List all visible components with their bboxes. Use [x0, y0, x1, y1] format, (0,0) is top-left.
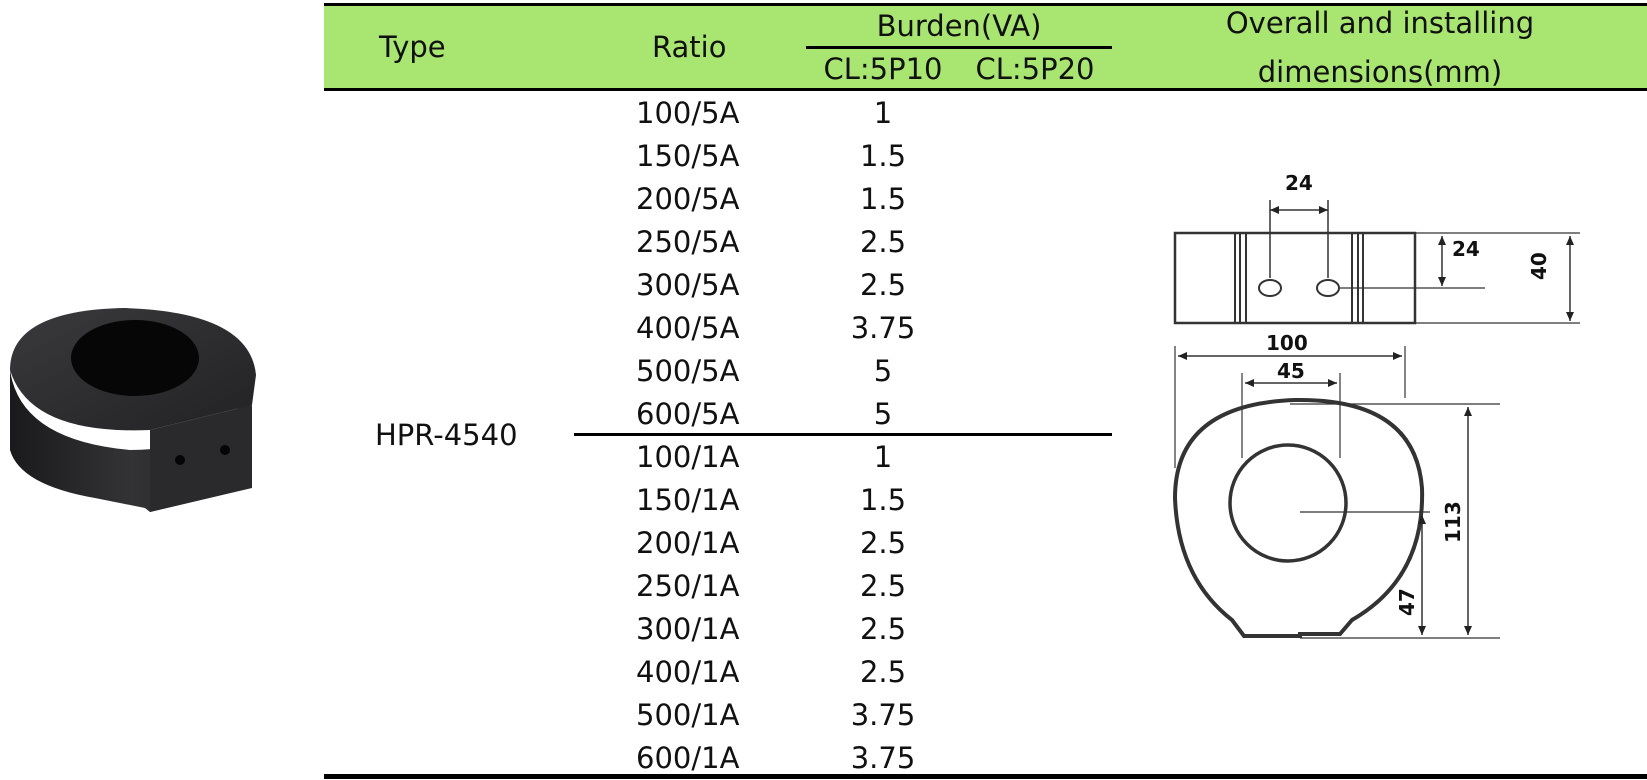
ratio-cell: 200/5A [636, 182, 740, 216]
ratio-cell: 250/5A [636, 225, 740, 259]
burden-5p10-cell: 1.5 [859, 483, 907, 517]
product-type: HPR-4540 [375, 418, 518, 452]
ratio-cell: 250/1A [636, 569, 740, 603]
burden-5p10-cell: 3.75 [850, 311, 916, 345]
ratio-cell: 500/1A [636, 698, 740, 732]
ratio-cell: 150/5A [636, 139, 740, 173]
header-dimensions-line2: dimensions(mm) [1257, 55, 1503, 89]
burden-5p10-cell: 1.5 [859, 139, 907, 173]
header-class-5p20: CL:5P20 [975, 52, 1095, 86]
burden-5p10-cell: 2.5 [859, 655, 907, 689]
ratio-group-divider [574, 433, 1112, 436]
ratio-cell: 400/1A [636, 655, 740, 689]
header-dimensions-line1: Overall and installing [1225, 6, 1535, 40]
header-ratio: Ratio [652, 30, 727, 64]
header-burden: Burden(VA) [876, 9, 1042, 43]
dim-hole-diameter: 45 [1277, 359, 1305, 383]
header-bottom-rule [324, 88, 1647, 91]
burden-5p10-cell: 1 [873, 96, 893, 130]
dim-slot-width: 24 [1285, 171, 1313, 195]
dim-side-height: 40 [1527, 252, 1551, 280]
burden-5p10-cell: 5 [873, 354, 893, 388]
table-top-rule [324, 3, 1647, 7]
ratio-cell: 500/5A [636, 354, 740, 388]
front-view-outline [1172, 397, 1425, 638]
burden-5p10-cell: 2.5 [859, 612, 907, 646]
header-class-5p10: CL:5P10 [823, 52, 943, 86]
dim-overall-width: 100 [1266, 331, 1308, 355]
ratio-cell: 150/1A [636, 483, 740, 517]
burden-underline [806, 46, 1112, 49]
ratio-cell: 100/5A [636, 96, 740, 130]
burden-5p10-cell: 2.5 [859, 268, 907, 302]
burden-5p10-cell: 2.5 [859, 526, 907, 560]
table-bottom-rule [324, 774, 1647, 779]
ratio-cell: 100/1A [636, 440, 740, 474]
burden-5p10-cell: 1 [873, 440, 893, 474]
ratio-cell: 400/5A [636, 311, 740, 345]
side-view-outline [1173, 231, 1417, 325]
ratio-cell: 600/5A [636, 397, 740, 431]
dim-slot-height: 24 [1452, 237, 1480, 261]
dimension-drawing: 24 24 40 100 45 113 47 [1172, 171, 1580, 639]
burden-5p10-cell: 2.5 [859, 569, 907, 603]
ratio-cell: 600/1A [636, 741, 740, 775]
burden-5p10-cell: 2.5 [859, 225, 907, 259]
burden-5p10-cell: 3.75 [850, 741, 916, 775]
burden-5p10-cell: 3.75 [850, 698, 916, 732]
header-type: Type [379, 30, 446, 64]
burden-5p10-cell: 1.5 [859, 182, 907, 216]
ratio-cell: 300/1A [636, 612, 740, 646]
burden-5p10-cell: 5 [873, 397, 893, 431]
dim-center-height: 47 [1395, 588, 1419, 616]
dim-overall-height: 113 [1441, 501, 1465, 543]
ratio-cell: 300/5A [636, 268, 740, 302]
product-photo [10, 308, 256, 512]
ratio-cell: 200/1A [636, 526, 740, 560]
